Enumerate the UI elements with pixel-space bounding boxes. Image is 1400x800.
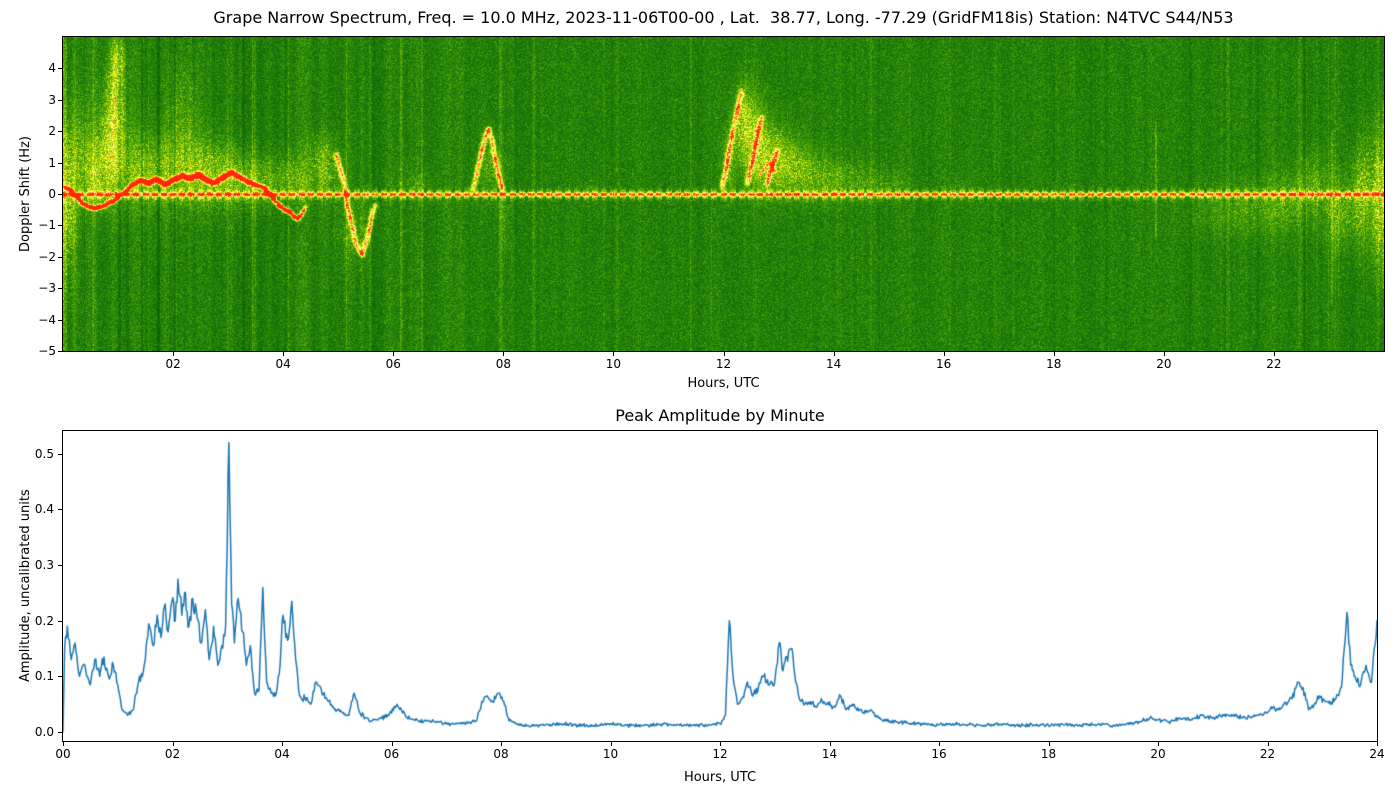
- x-tick-mark: [283, 352, 285, 356]
- y-tick-mark: [58, 319, 62, 321]
- x-tick-mark: [501, 742, 502, 746]
- amplitude-plot-area: [62, 430, 1378, 742]
- x-tick-mark: [613, 352, 615, 356]
- x-tick-label: 12: [715, 357, 732, 371]
- x-tick-mark: [723, 352, 725, 356]
- y-tick-label: 0.0: [34, 725, 54, 740]
- x-tick-mark: [829, 742, 831, 746]
- x-tick-mark: [1273, 352, 1275, 356]
- x-tick-label: 18: [1046, 357, 1062, 371]
- y-tick-label: 0: [48, 187, 56, 201]
- y-tick-mark: [58, 620, 62, 622]
- x-tick-mark: [393, 352, 395, 356]
- x-tick-label: 22: [1266, 357, 1282, 371]
- y-tick-label: −5: [38, 344, 56, 358]
- x-tick-label: 16: [936, 357, 952, 371]
- y-tick-mark: [58, 351, 62, 352]
- x-tick-label: 02: [164, 747, 181, 761]
- x-tick-label: 18: [1040, 747, 1057, 761]
- amplitude-canvas: [63, 431, 1377, 741]
- y-tick-mark: [58, 162, 62, 164]
- x-tick-mark: [1158, 742, 1159, 746]
- y-tick-mark: [58, 194, 62, 195]
- y-tick-label: 0.4: [34, 502, 54, 517]
- x-tick-label: 24: [1369, 747, 1385, 761]
- spectrogram-plot-area: [62, 36, 1385, 352]
- y-tick-mark: [58, 68, 62, 70]
- y-tick-mark: [58, 256, 62, 258]
- x-tick-label: 10: [605, 357, 622, 371]
- y-tick-mark: [58, 565, 62, 567]
- x-tick-mark: [1053, 352, 1055, 356]
- x-tick-label: 06: [385, 357, 401, 371]
- x-tick-mark: [1163, 352, 1165, 356]
- x-tick-label: 20: [1156, 357, 1172, 371]
- x-tick-label: 04: [275, 357, 291, 371]
- x-tick-label: 04: [274, 747, 290, 761]
- x-tick-mark: [173, 352, 175, 356]
- x-tick-mark: [610, 742, 612, 746]
- y-tick-label: 4: [48, 61, 56, 76]
- x-tick-mark: [503, 352, 505, 356]
- x-tick-mark: [1377, 742, 1378, 746]
- x-tick-mark: [391, 742, 393, 746]
- amplitude-xlabel: Hours, UTC: [683, 770, 757, 785]
- x-tick-label: 20: [1150, 747, 1166, 761]
- x-tick-mark: [720, 742, 721, 746]
- y-tick-label: −3: [38, 281, 56, 296]
- y-tick-mark: [58, 509, 62, 511]
- y-tick-label: 2: [48, 124, 56, 139]
- x-tick-label: 16: [931, 747, 947, 761]
- y-tick-label: −2: [38, 249, 56, 264]
- amplitude-ylabel: Amplitude, uncalibrated units: [18, 489, 33, 683]
- x-tick-mark: [1267, 742, 1269, 746]
- x-tick-label: 14: [825, 357, 842, 371]
- amplitude-title: Peak Amplitude by Minute: [615, 406, 825, 425]
- y-tick-mark: [58, 131, 62, 133]
- y-tick-label: −4: [38, 312, 56, 327]
- x-tick-label: 08: [493, 747, 509, 761]
- y-tick-label: 3: [48, 92, 56, 107]
- x-tick-label: 22: [1259, 747, 1276, 761]
- x-tick-label: 08: [495, 357, 511, 371]
- spectrogram-title: Grape Narrow Spectrum, Freq. = 10.0 MHz,…: [213, 8, 1234, 27]
- x-tick-label: 14: [821, 747, 838, 761]
- x-tick-label: 06: [383, 747, 400, 761]
- x-tick-mark: [63, 742, 64, 746]
- x-tick-mark: [282, 742, 283, 746]
- x-tick-mark: [943, 352, 945, 356]
- y-tick-mark: [58, 288, 62, 290]
- x-tick-mark: [172, 742, 174, 746]
- x-tick-label: 02: [165, 357, 181, 371]
- x-tick-label: 00: [55, 747, 71, 761]
- y-tick-label: 1: [48, 155, 56, 170]
- y-tick-mark: [58, 453, 62, 455]
- y-tick-mark: [58, 225, 62, 227]
- y-tick-mark: [58, 732, 62, 734]
- x-tick-mark: [1048, 742, 1050, 746]
- y-tick-label: 0.1: [34, 669, 54, 684]
- x-tick-mark: [833, 352, 835, 356]
- y-tick-mark: [58, 676, 62, 678]
- spectrogram-canvas: [63, 37, 1384, 351]
- x-tick-mark: [939, 742, 940, 746]
- y-tick-label: −1: [38, 218, 56, 233]
- spectrogram-xlabel: Hours, UTC: [687, 376, 760, 391]
- y-tick-label: 0.3: [34, 558, 54, 573]
- y-tick-label: 0.2: [34, 613, 54, 628]
- y-tick-label: 0.5: [34, 446, 54, 461]
- y-tick-mark: [58, 99, 62, 101]
- x-tick-label: 10: [602, 747, 619, 761]
- x-tick-label: 12: [712, 747, 728, 761]
